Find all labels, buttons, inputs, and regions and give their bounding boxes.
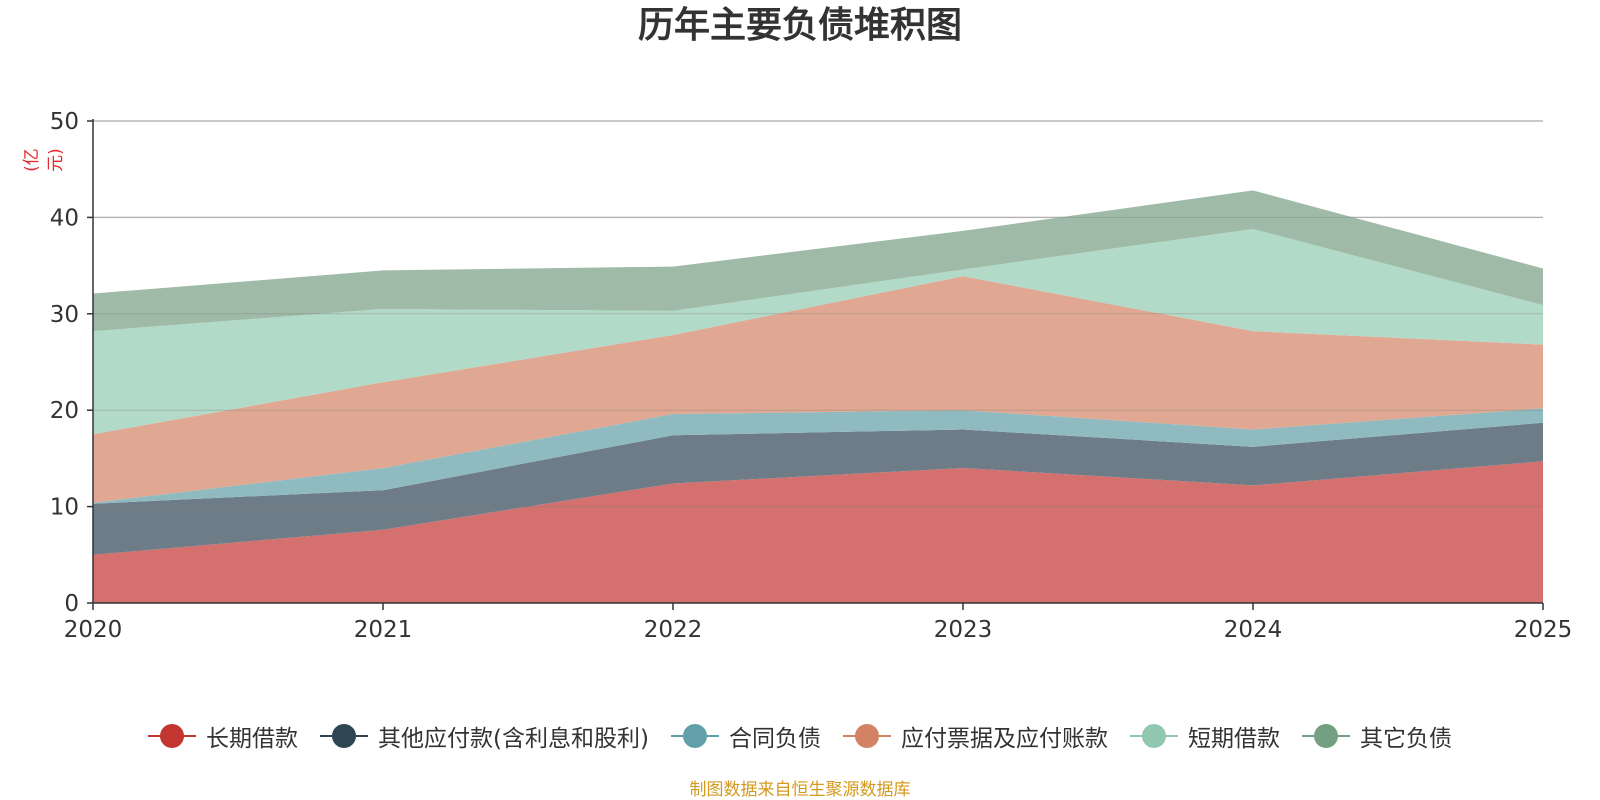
y-tick-label: 40 bbox=[50, 205, 79, 231]
legend-item[interactable]: 其它负债 bbox=[1301, 719, 1452, 753]
area-series-3 bbox=[93, 276, 1543, 503]
legend-label: 应付票据及应付账款 bbox=[900, 726, 1108, 752]
area-series-1 bbox=[93, 422, 1543, 555]
area-series-0 bbox=[93, 461, 1543, 603]
y-tick-label: 20 bbox=[50, 398, 79, 424]
legend-label: 其他应付款(含利息和股利) bbox=[378, 726, 649, 752]
x-tick-label: 2023 bbox=[934, 617, 993, 643]
x-tick-label: 2024 bbox=[1224, 617, 1283, 643]
legend-label: 合同负债 bbox=[728, 726, 821, 752]
source-note: 制图数据来自恒生聚源数据库 bbox=[689, 780, 911, 800]
y-tick-label: 50 bbox=[50, 109, 79, 135]
legend-marker-icon bbox=[148, 723, 197, 749]
area-series-2 bbox=[93, 408, 1543, 504]
area-series-5 bbox=[93, 190, 1543, 332]
legend-label: 长期借款 bbox=[206, 726, 299, 752]
legend-label: 其它负债 bbox=[1359, 726, 1452, 752]
legend-marker-icon bbox=[320, 723, 369, 749]
legend-label: 短期借款 bbox=[1187, 726, 1280, 752]
legend-item[interactable]: 合同负债 bbox=[670, 719, 821, 753]
y-tick-label: 10 bbox=[50, 495, 79, 521]
y-tick-label: 30 bbox=[50, 302, 79, 328]
legend-item[interactable]: 长期借款 bbox=[148, 719, 298, 753]
legend-item[interactable]: 其他应付款(含利息和股利) bbox=[320, 719, 649, 753]
legend-item[interactable]: 短期借款 bbox=[1129, 719, 1280, 753]
legend-marker-icon bbox=[1129, 723, 1178, 749]
x-tick-label: 2021 bbox=[354, 617, 413, 643]
area-series-4 bbox=[93, 228, 1543, 435]
legend: 长期借款 其他应付款(含利息和股利) 合同负债 应付票据及应付账款 短期借款 其它负债 bbox=[0, 718, 1600, 754]
legend-marker-icon bbox=[670, 723, 719, 749]
x-tick-label: 2020 bbox=[64, 617, 123, 643]
y-tick-label: 0 bbox=[64, 591, 79, 617]
legend-marker-icon bbox=[842, 723, 891, 749]
axes bbox=[87, 119, 1544, 610]
legend-marker-icon bbox=[1301, 723, 1350, 749]
chart-title: 历年主要负债堆积图 bbox=[637, 5, 962, 46]
tick-labels: 0 10 20 30 40 50 2020 2021 2022 2023 2024 2025 bbox=[50, 109, 1573, 643]
legend-item[interactable]: 应付票据及应付账款 bbox=[842, 719, 1108, 753]
x-tick-label: 2022 bbox=[644, 617, 703, 643]
x-tick-label: 2025 bbox=[1514, 617, 1573, 643]
area-series-group bbox=[93, 120, 1543, 603]
